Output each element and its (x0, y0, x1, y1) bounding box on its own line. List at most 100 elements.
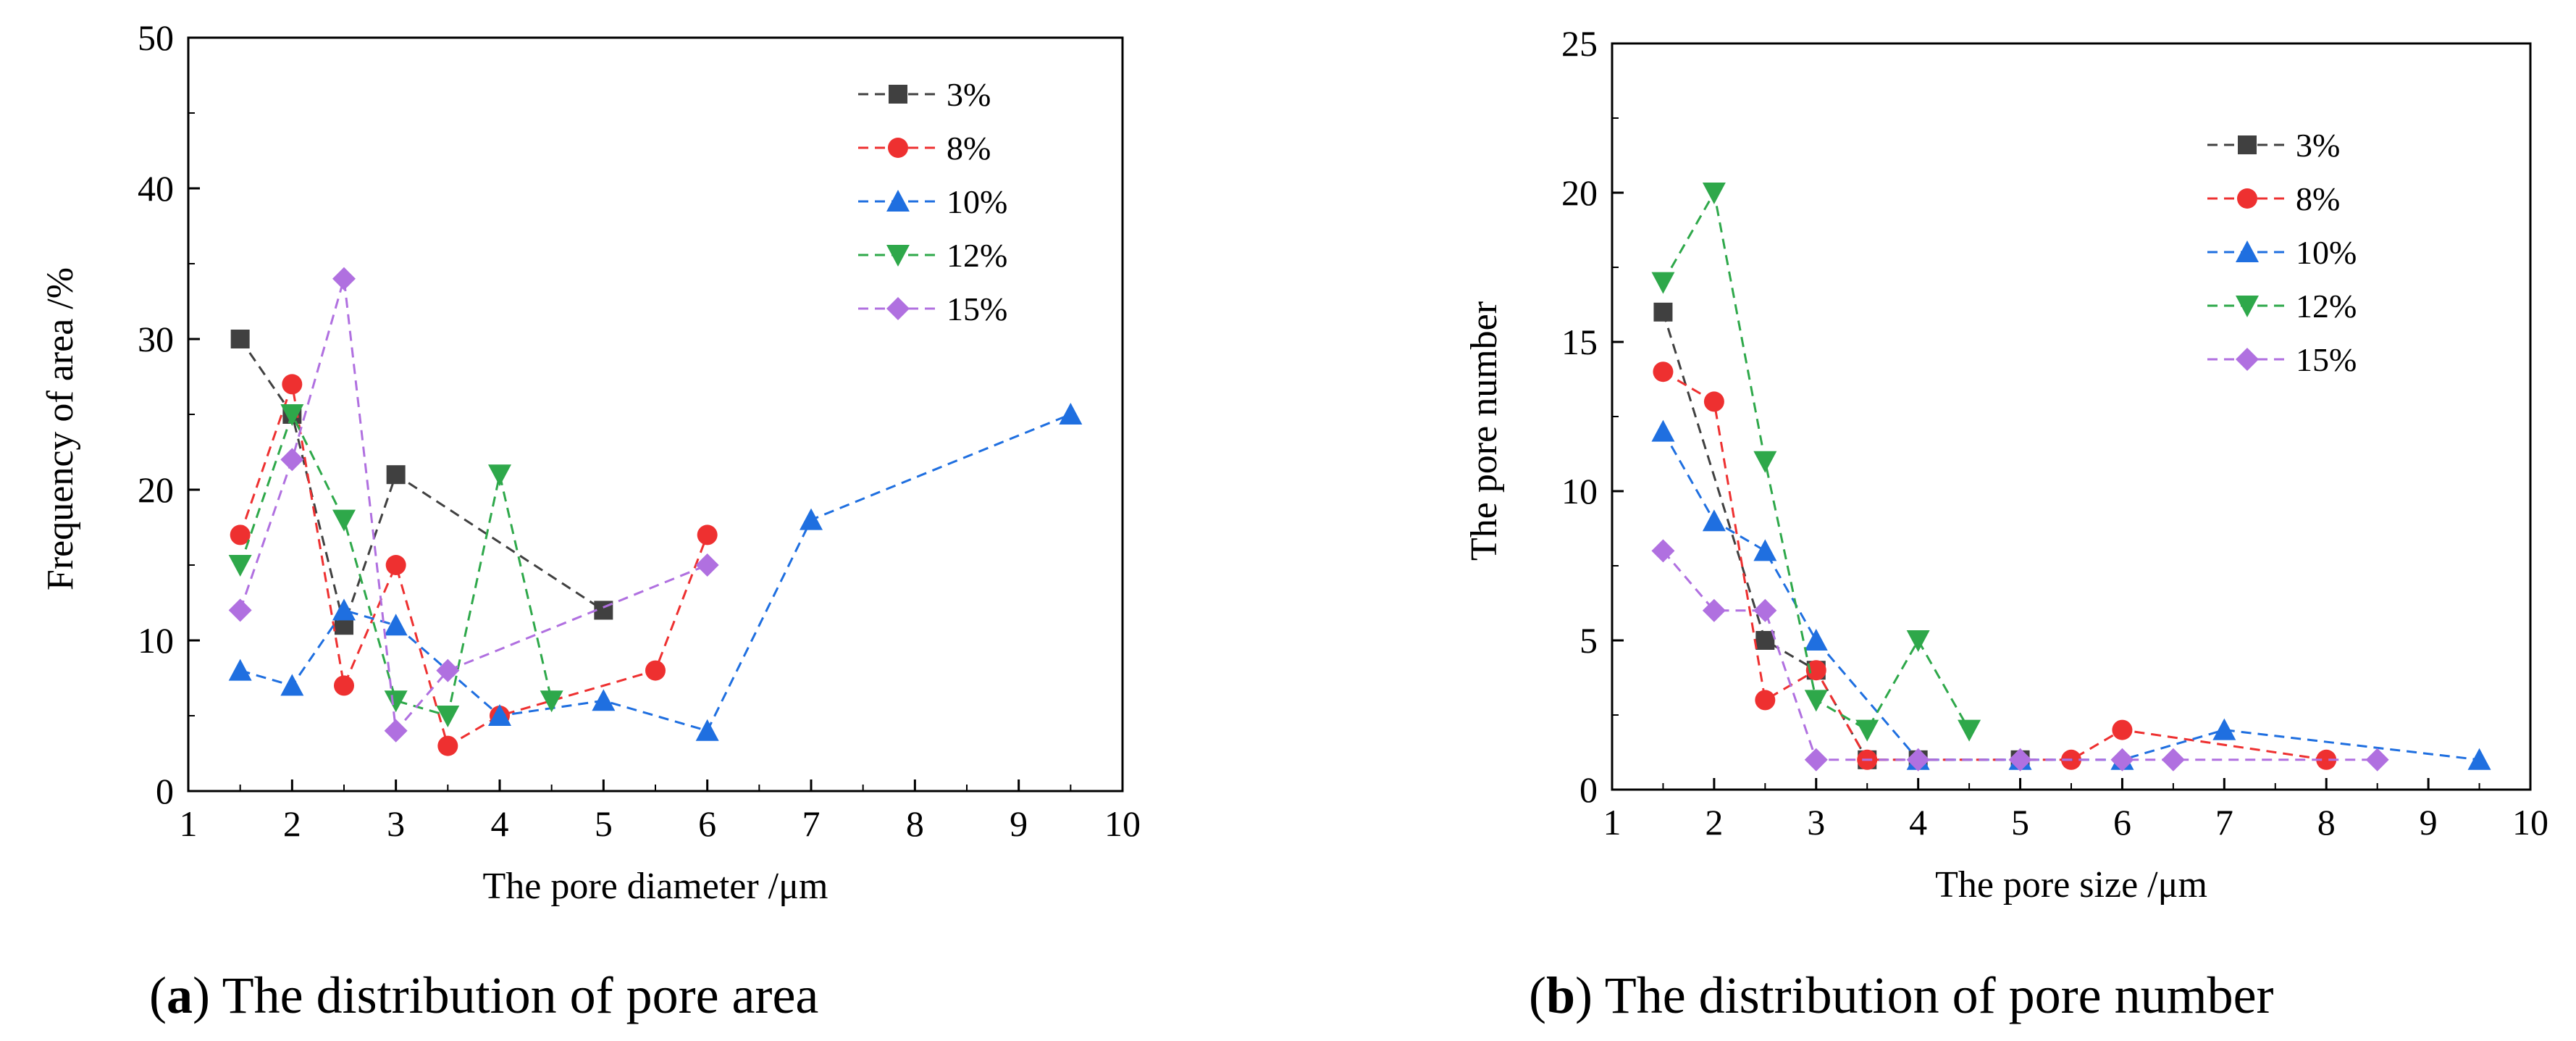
chart-a-x-tick-label: 9 (1010, 803, 1028, 844)
chart-b-data-point (1703, 391, 1724, 412)
chart-a-y-tick-label: 10 (138, 620, 174, 661)
chart-b-series-2 (1651, 419, 2491, 770)
chart-a-data-point (695, 719, 719, 741)
chart-b-data-point (2365, 748, 2389, 772)
chart-a-legend-label: 3% (947, 76, 991, 113)
chart-a-x-tick-label: 2 (283, 803, 301, 844)
chart-a-legend-marker (886, 297, 910, 320)
chart-b-data-point (1702, 509, 1726, 532)
caption-b-paren-open: ( (1529, 966, 1546, 1024)
chart-a-data-point (280, 404, 304, 426)
chart-a-x-tick-label: 10 (1104, 803, 1141, 844)
chart-a-data-point (540, 690, 563, 713)
chart-a-y-tick-label: 50 (138, 17, 174, 58)
chart-b-legend-marker (2236, 348, 2259, 371)
chart-a-y-tick-label: 30 (138, 319, 174, 359)
chart-b-series-line (1662, 312, 2021, 761)
chart-a-y-tick-label: 20 (138, 469, 174, 510)
chart-b-x-tick-label: 1 (1603, 802, 1621, 843)
chart-b-data-point (1804, 629, 1828, 651)
chart-b-x-tick-label: 10 (2512, 802, 2548, 843)
caption-a-paren-close: ) (193, 966, 222, 1024)
chart-a-y-axis-title: Frequency of area /% (40, 267, 81, 590)
chart-a-x-tick-label: 4 (491, 803, 509, 844)
chart-a-series-line (240, 413, 1071, 732)
chart-a-legend-marker (886, 245, 910, 267)
chart-b-data-point (1753, 451, 1777, 473)
chart-b-data-point (1804, 748, 1828, 772)
chart-a-data-point (334, 675, 354, 696)
chart-b-legend-marker (2236, 241, 2259, 262)
chart-a-data-point (230, 330, 250, 348)
chart-a-data-point (384, 614, 408, 636)
chart-b-data-point (2212, 718, 2236, 740)
chart-b-series-line (1662, 550, 2378, 761)
chart-b-data-point (1651, 539, 1675, 563)
chart-b-y-axis-title: The pore number (1464, 301, 1505, 561)
chart-b-data-point (1855, 719, 1879, 742)
chart-a-x-axis-title: The pore diameter /μm (483, 866, 828, 907)
chart-b-data-point (2161, 748, 2185, 772)
chart-b-data-point (1753, 539, 1777, 561)
chart-b-x-tick-label: 4 (1909, 802, 1927, 843)
chart-b-y-tick-label: 10 (1561, 471, 1598, 511)
chart-b-legend-label: 3% (2296, 127, 2340, 164)
chart-a-data-point (488, 464, 511, 487)
chart-a-data-point (592, 689, 616, 711)
chart-a-data-point (488, 704, 511, 726)
chart-pore-number: 1 2 3 4 5 6 7 8 9 10 0 5 10 15 20 25 The pore size /μm Th… (1464, 23, 2548, 906)
chart-a-legend-marker (886, 190, 910, 212)
chart-b-data-point (1805, 660, 1826, 681)
chart-b-data-point (2112, 719, 2133, 740)
chart-a-data-point (437, 735, 458, 756)
caption-b-label: b (1546, 966, 1575, 1024)
chart-a-series-2 (228, 403, 1083, 741)
caption-b-text: The distribution of pore number (1605, 966, 2274, 1024)
chart-a-x-tick-label: 5 (595, 803, 613, 844)
chart-a-x-tick-label: 6 (698, 803, 716, 844)
caption-a-text: The distribution of pore area (222, 966, 819, 1024)
chart-a-data-point (385, 555, 406, 575)
chart-a-data-point (282, 374, 303, 395)
chart-a-series-1 (230, 374, 718, 756)
chart-b-series-line (1662, 430, 2480, 761)
chart-b-y-tick-label: 20 (1561, 172, 1598, 213)
chart-b-data-point (1906, 748, 1930, 772)
chart-b-data-point (2316, 749, 2337, 770)
chart-a-legend-marker (888, 138, 908, 158)
chart-a-legend-label: 12% (947, 237, 1007, 274)
chart-b-y-tick-label: 0 (1579, 769, 1598, 810)
chart-a-data-point (436, 706, 460, 727)
chart-b-x-tick-label: 3 (1807, 802, 1825, 843)
chart-b-y-tick-label: 15 (1561, 322, 1598, 362)
chart-a-data-point (332, 598, 356, 621)
chart-b-y-tick-label: 25 (1561, 23, 1598, 64)
chart-b-x-tick-label: 7 (2215, 802, 2233, 843)
chart-a-series-line (239, 278, 708, 734)
caption-b: (b) The distribution of pore number (1529, 966, 2274, 1024)
chart-b-series-0 (1653, 302, 2030, 769)
chart-a-data-point (697, 524, 718, 545)
chart-b-plot-frame (1611, 42, 2532, 791)
chart-a-data-point (332, 267, 356, 290)
chart-a-data-point (230, 524, 251, 545)
chart-b-series-4 (1651, 539, 2389, 772)
chart-b-data-point (1753, 598, 1777, 622)
chart-a-legend-marker (889, 85, 907, 104)
chart-b-legend-marker (2237, 188, 2257, 209)
chart-b-legend-marker (2236, 296, 2259, 317)
chart-b-data-point (1958, 719, 1981, 742)
chart-b-x-tick-label: 2 (1705, 802, 1723, 843)
chart-a-data-point (280, 674, 304, 696)
chart-a-legend-label: 15% (947, 290, 1007, 327)
chart-b-data-point (1804, 690, 1828, 712)
chart-a-series-0 (230, 330, 613, 635)
chart-b-data-point (1651, 419, 1675, 442)
caption-b-paren-close: ) (1575, 966, 1605, 1024)
chart-a-x-tick-label: 8 (906, 803, 924, 844)
chart-a-data-point (386, 465, 406, 485)
chart-b-x-tick-label: 5 (2011, 802, 2029, 843)
caption-a-label: a (167, 966, 193, 1024)
chart-b-x-tick-label: 9 (2420, 802, 2438, 843)
